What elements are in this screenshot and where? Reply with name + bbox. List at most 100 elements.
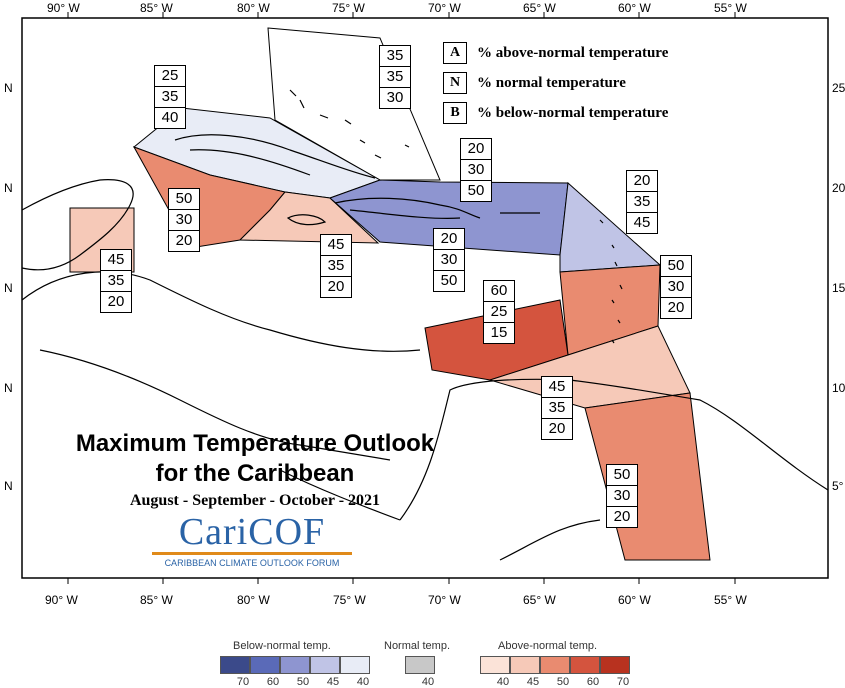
colorbar-above-swatch-value: 70 bbox=[616, 676, 630, 688]
tick-marks bbox=[67, 12, 736, 584]
jamaica-coast bbox=[286, 214, 327, 226]
normal-value: 35 bbox=[321, 256, 351, 277]
prob-box-bahamas: 35 35 30 bbox=[379, 45, 411, 109]
colorbar-above-label: Above-normal temp. bbox=[498, 640, 598, 652]
above-value: 45 bbox=[542, 377, 572, 398]
lon-tick: 55° W bbox=[714, 593, 747, 607]
prob-box-jamaica: 45 35 20 bbox=[320, 234, 352, 298]
hispaniola-coast bbox=[334, 197, 481, 219]
lat-tick: N bbox=[4, 281, 13, 295]
lon-ticks-top: 90° W 85° W 80° W 75° W 70° W 65° W 60° … bbox=[47, 1, 747, 15]
lat-tick: N bbox=[4, 181, 13, 195]
lat-ticks-right: 25 20 15 10 5° bbox=[832, 81, 845, 493]
below-value: 50 bbox=[467, 182, 485, 199]
colorbar-below-swatch-value: 60 bbox=[266, 676, 280, 688]
normal-value: 35 bbox=[627, 192, 657, 213]
normal-value: 30 bbox=[661, 277, 691, 298]
bahamas-islands bbox=[289, 89, 410, 159]
above-value: 25 bbox=[155, 66, 185, 87]
logo-wordmark: CariCOF bbox=[152, 512, 352, 555]
colorbar-below-label: Below-normal temp. bbox=[233, 640, 331, 652]
prob-box-guianas: 50 30 20 bbox=[606, 464, 638, 528]
normal-value: 30 bbox=[461, 160, 491, 181]
prob-box-cuba: 25 35 40 bbox=[154, 65, 186, 129]
normal-value: 30 bbox=[434, 250, 464, 271]
region-jamaica bbox=[238, 191, 380, 244]
yucatan-coast bbox=[21, 179, 134, 271]
lat-tick: 20 bbox=[832, 181, 845, 195]
legend-key-b: B bbox=[443, 102, 467, 124]
colorbar-normal-label: Normal temp. bbox=[384, 640, 451, 652]
logo-tagline: CARIBBEAN CLIMATE OUTLOOK FORUM bbox=[164, 558, 340, 568]
normal-value: 35 bbox=[380, 67, 410, 88]
lat-tick: 25 bbox=[832, 81, 845, 95]
above-value: 50 bbox=[661, 256, 691, 277]
lon-tick: 60° W bbox=[618, 1, 651, 15]
above-value: 60 bbox=[484, 281, 514, 302]
lat-tick: N bbox=[4, 81, 13, 95]
region-bahamas bbox=[267, 27, 441, 181]
colorbar-above-swatch-value: 60 bbox=[586, 676, 600, 688]
legend-above: A % above-normal temperature bbox=[443, 42, 668, 64]
colorbar-above-swatch bbox=[510, 656, 540, 674]
normal-value: 35 bbox=[155, 87, 185, 108]
colorbar-above-swatch bbox=[570, 656, 600, 674]
below-value: 20 bbox=[548, 420, 566, 437]
above-value: 20 bbox=[434, 229, 464, 250]
legend-key-a: A bbox=[443, 42, 467, 64]
above-value: 20 bbox=[461, 139, 491, 160]
legend-text-b: % below-normal temperature bbox=[477, 104, 669, 121]
colorbar-below-swatch bbox=[310, 656, 340, 674]
below-value: 50 bbox=[440, 272, 458, 289]
legend-normal: N % normal temperature bbox=[443, 72, 626, 94]
lon-ticks-bottom: 90° W 85° W 80° W 75° W 70° W 65° W 60° … bbox=[45, 593, 747, 607]
colorbar-normal-swatch-value: 40 bbox=[421, 676, 435, 688]
below-value: 15 bbox=[490, 324, 508, 341]
below-value: 20 bbox=[667, 299, 685, 316]
colorbar-below-swatch bbox=[250, 656, 280, 674]
below-value: 30 bbox=[386, 89, 404, 106]
colorbar-above-swatch-value: 45 bbox=[526, 676, 540, 688]
above-value: 50 bbox=[607, 465, 637, 486]
caricof-logo: CariCOF CARIBBEAN CLIMATE OUTLOOK FORUM bbox=[152, 512, 352, 568]
below-value: 20 bbox=[107, 293, 125, 310]
map-title-line2: for the Caribbean bbox=[155, 460, 355, 487]
colorbar-above-swatch bbox=[480, 656, 510, 674]
lon-tick: 65° W bbox=[523, 593, 556, 607]
lat-ticks-left: N N N N N bbox=[4, 81, 13, 493]
below-value: 20 bbox=[613, 508, 631, 525]
below-value: 40 bbox=[161, 109, 179, 126]
lon-tick: 75° W bbox=[333, 593, 366, 607]
lon-tick: 90° W bbox=[47, 1, 80, 15]
legend-below: B % below-normal temperature bbox=[443, 102, 668, 124]
lat-tick: N bbox=[4, 479, 13, 493]
lon-tick: 80° W bbox=[237, 1, 270, 15]
forecast-period: August - September - October - 2021 bbox=[129, 492, 381, 509]
lat-tick: N bbox=[4, 381, 13, 395]
lon-tick: 80° W bbox=[237, 593, 270, 607]
colorbar-below-swatch bbox=[340, 656, 370, 674]
normal-value: 35 bbox=[542, 398, 572, 419]
map-title: Maximum Temperature Outlook bbox=[75, 430, 435, 457]
lon-tick: 70° W bbox=[428, 593, 461, 607]
legend-text-a: % above-normal temperature bbox=[477, 44, 669, 61]
lat-tick: 10 bbox=[832, 381, 845, 395]
normal-value: 35 bbox=[101, 271, 131, 292]
prob-box-cayman: 50 30 20 bbox=[168, 188, 200, 252]
prob-box-leeward: 20 35 45 bbox=[626, 170, 658, 234]
colorbar-below-swatch-value: 70 bbox=[236, 676, 250, 688]
prob-box-turks-caicos: 20 30 50 bbox=[460, 138, 492, 202]
above-value: 50 bbox=[169, 189, 199, 210]
prob-box-belize: 45 35 20 bbox=[100, 249, 132, 313]
colorbar-above-swatch bbox=[540, 656, 570, 674]
normal-value: 25 bbox=[484, 302, 514, 323]
colorbar-above-swatch-value: 50 bbox=[556, 676, 570, 688]
lon-tick: 55° W bbox=[714, 1, 747, 15]
lon-tick: 90° W bbox=[45, 593, 78, 607]
normal-value: 30 bbox=[169, 210, 199, 231]
below-value: 45 bbox=[633, 214, 651, 231]
lon-tick: 75° W bbox=[332, 1, 365, 15]
central-america-coast bbox=[21, 271, 421, 521]
lat-tick: 5° bbox=[832, 479, 844, 493]
